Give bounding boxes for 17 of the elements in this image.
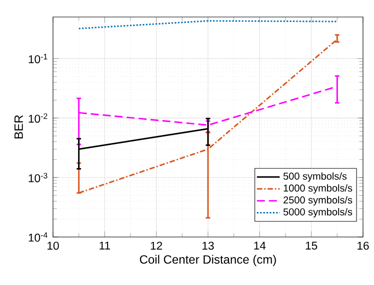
legend-label: 2500 symbols/s (284, 196, 352, 206)
x-tick-label: 12 (150, 242, 162, 250)
legend-label: 1000 symbols/s (284, 184, 352, 194)
legend-label: 500 symbols/s (283, 172, 347, 182)
x-tick-label: 15 (306, 242, 318, 250)
y-tick-label: 10$^{-2}$ (28, 113, 48, 123)
y-tick-label: 10$^{-3}$ (28, 172, 48, 182)
y-tick-label: 10$^{-4}$ (28, 232, 48, 242)
x-tick-label: 16 (358, 242, 369, 250)
x-tick-label: 14 (254, 242, 266, 250)
x-tick-label: 13 (202, 242, 214, 250)
y-tick-label: 10$^{-1}$ (28, 54, 48, 64)
x-axis-title: Coil Center Distance (cm) (140, 254, 276, 266)
x-tick-label: 11 (100, 242, 110, 250)
y-axis-title: BER (14, 115, 23, 138)
legend-label: 5000 symbols/s (283, 208, 352, 218)
x-tick-label: 10 (48, 242, 59, 250)
